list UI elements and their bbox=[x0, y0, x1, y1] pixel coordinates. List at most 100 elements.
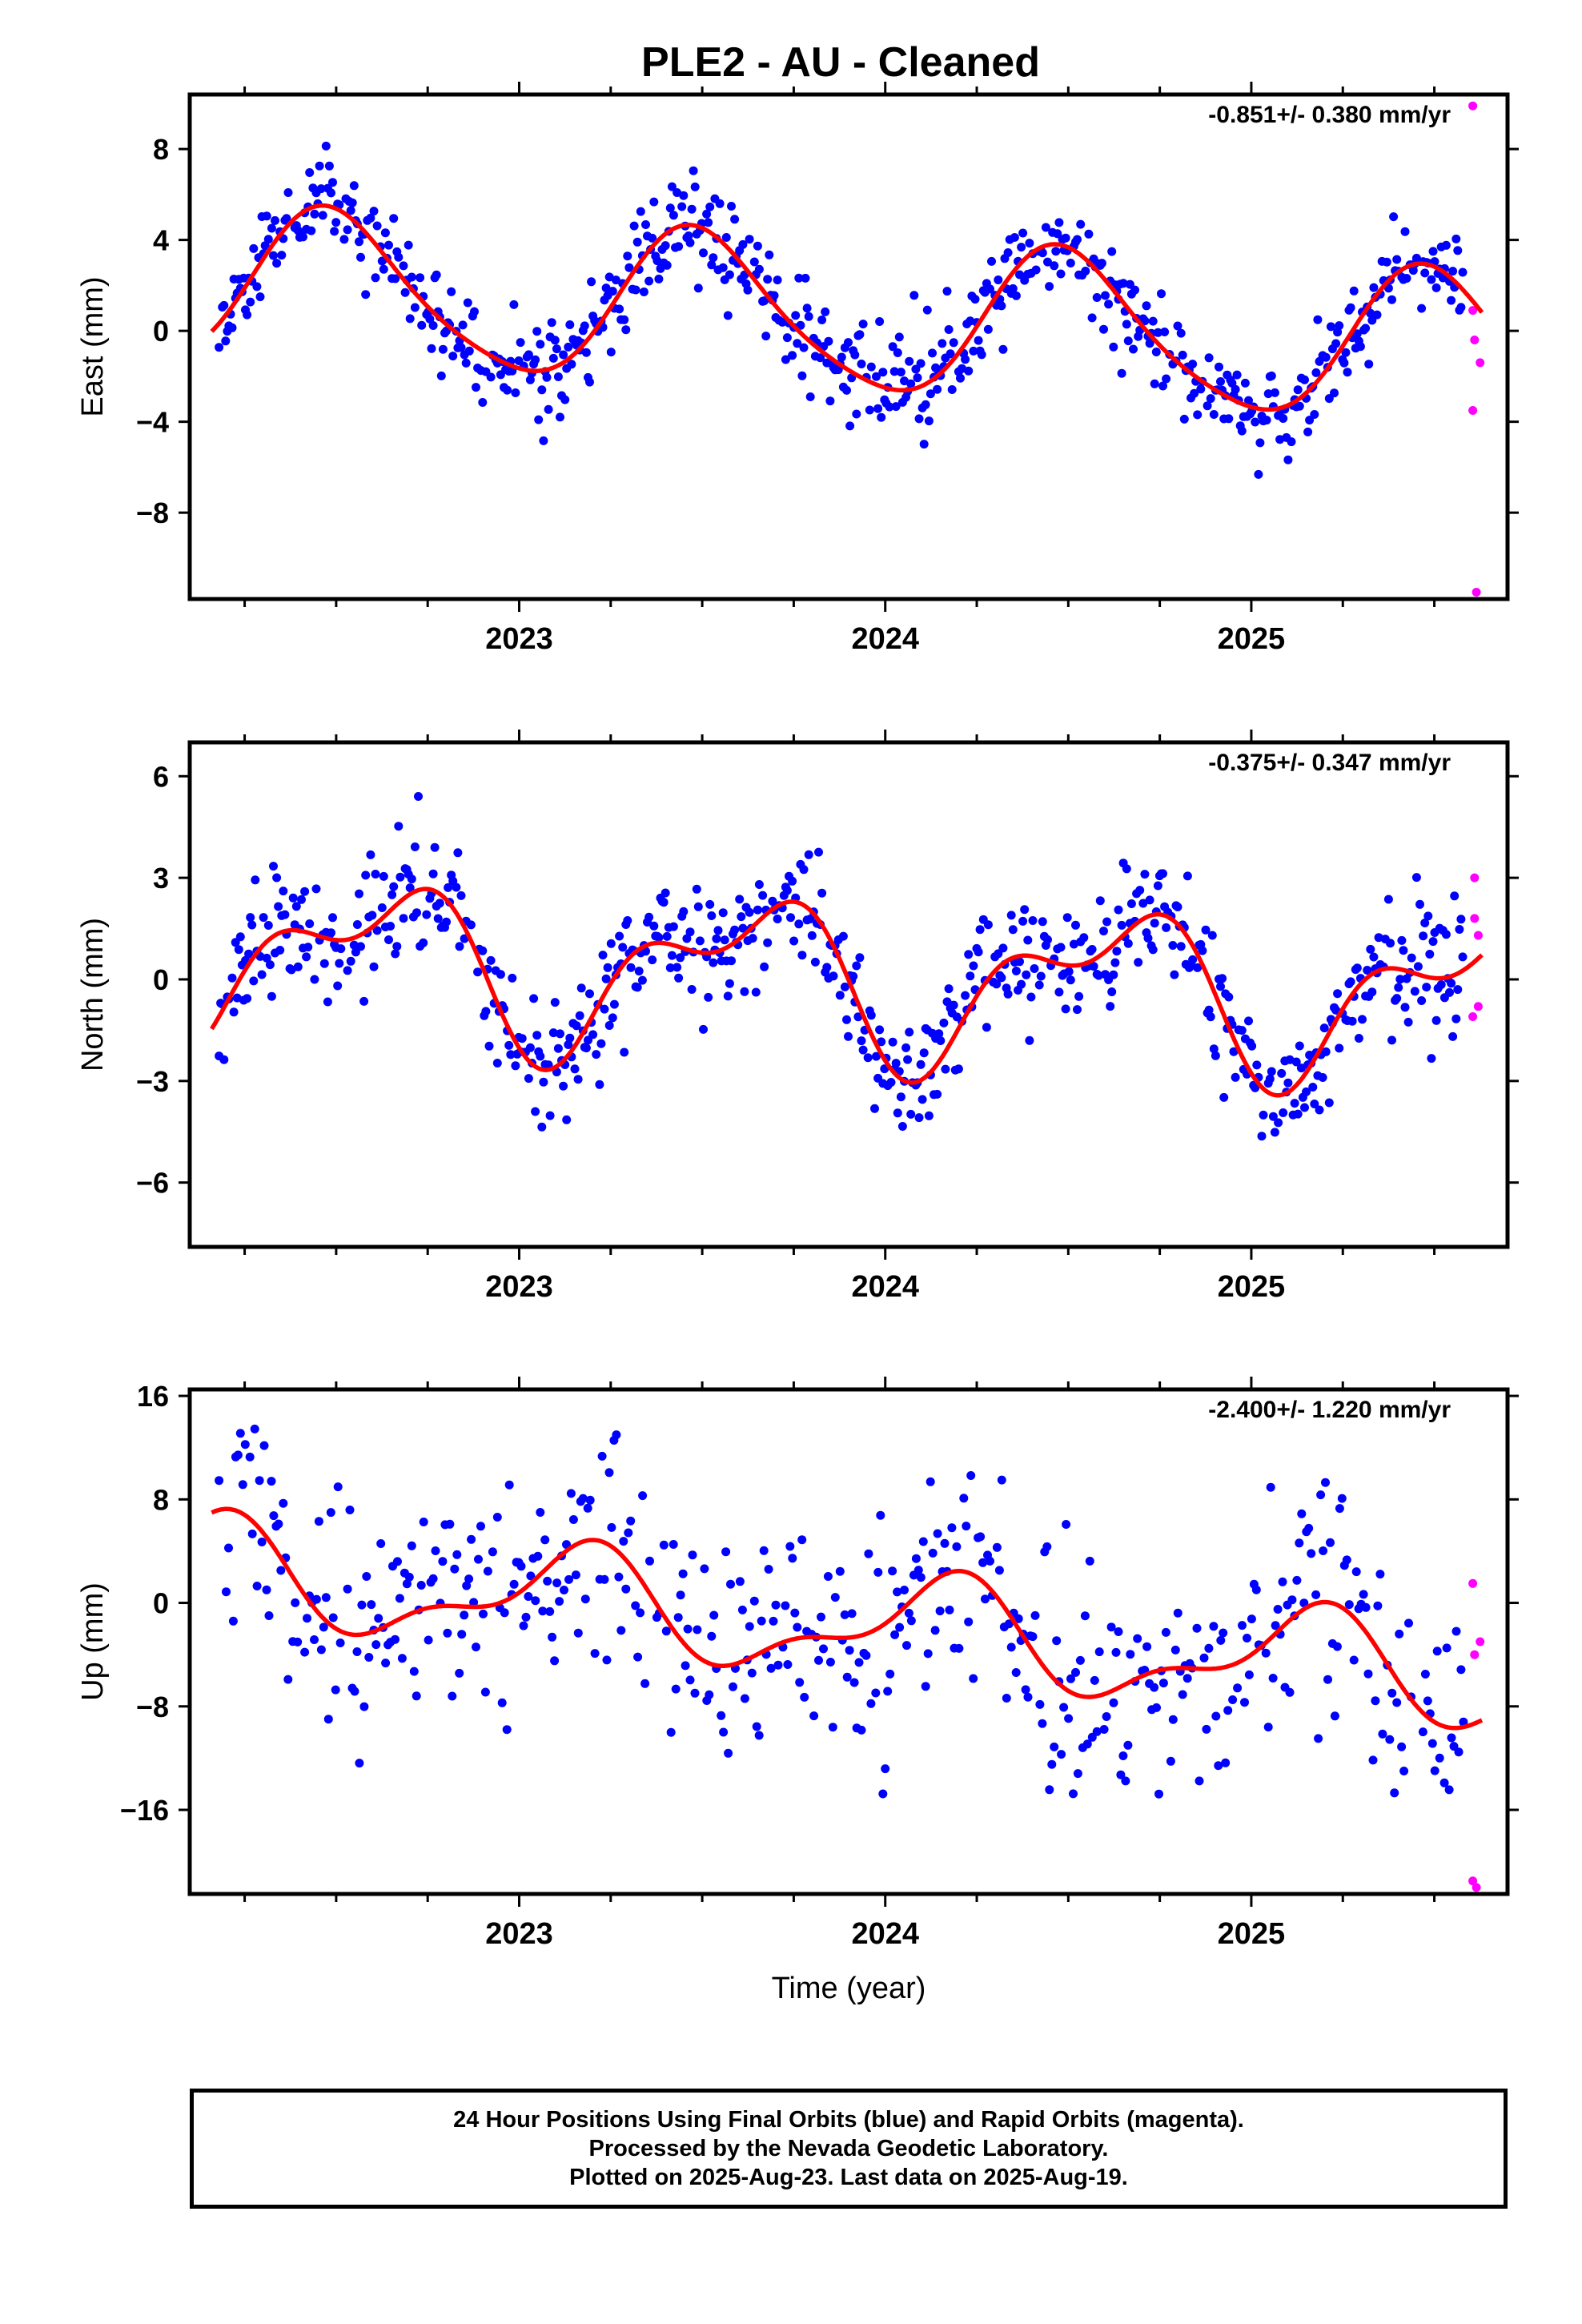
final-orbit-point bbox=[333, 1482, 343, 1492]
final-orbit-point bbox=[685, 927, 695, 937]
final-orbit-point bbox=[969, 1674, 978, 1683]
final-orbit-point bbox=[1095, 896, 1105, 906]
final-orbit-point bbox=[852, 409, 861, 419]
final-orbit-point bbox=[492, 1059, 502, 1068]
final-orbit-point bbox=[849, 971, 858, 981]
final-orbit-point bbox=[379, 264, 388, 274]
final-orbit-point bbox=[864, 1549, 873, 1558]
final-orbit-point bbox=[873, 1567, 883, 1577]
final-orbit-point bbox=[875, 317, 885, 326]
final-orbit-point bbox=[576, 983, 586, 993]
final-orbit-point bbox=[402, 1579, 412, 1589]
final-orbit-point bbox=[372, 926, 382, 935]
final-orbit-point bbox=[321, 1593, 331, 1602]
final-orbit-point bbox=[601, 974, 611, 983]
final-orbit-point bbox=[531, 355, 540, 364]
final-orbit-point bbox=[321, 141, 331, 151]
y-tick-label: 4 bbox=[153, 224, 169, 257]
final-orbit-point bbox=[463, 298, 472, 308]
final-orbit-point bbox=[944, 984, 954, 994]
final-orbit-point bbox=[626, 963, 636, 972]
final-orbit-point bbox=[786, 913, 795, 923]
final-orbit-point bbox=[565, 320, 575, 329]
final-orbit-point bbox=[764, 1565, 773, 1574]
final-orbit-point bbox=[269, 862, 278, 871]
final-orbit-point bbox=[1297, 1509, 1307, 1518]
final-orbit-point bbox=[1121, 1776, 1130, 1786]
final-orbit-point bbox=[330, 227, 339, 236]
final-orbit-point bbox=[1274, 1118, 1283, 1128]
final-orbit-point bbox=[394, 252, 404, 262]
final-orbit-point bbox=[1223, 1706, 1233, 1715]
final-orbit-point bbox=[1431, 1015, 1441, 1025]
final-orbit-point bbox=[1122, 864, 1131, 874]
final-orbit-point bbox=[1316, 1490, 1326, 1500]
y-tick-label: −8 bbox=[136, 497, 169, 529]
final-orbit-points bbox=[215, 792, 1468, 1141]
final-orbit-point bbox=[1190, 388, 1199, 398]
final-orbit-point bbox=[1283, 455, 1293, 464]
final-orbit-point bbox=[1166, 1756, 1175, 1766]
final-orbit-points bbox=[215, 141, 1468, 479]
final-orbit-point bbox=[807, 931, 817, 940]
final-orbit-point bbox=[1054, 218, 1064, 227]
final-orbit-point bbox=[509, 1579, 519, 1589]
final-orbit-point bbox=[771, 1600, 781, 1610]
final-orbit-point bbox=[801, 273, 810, 283]
final-orbit-point bbox=[219, 300, 229, 310]
final-orbit-point bbox=[407, 272, 416, 282]
final-orbit-point bbox=[946, 349, 955, 359]
footer-line-3: Plotted on 2025-Aug-23. Last data on 202… bbox=[569, 2165, 1128, 2190]
final-orbit-point bbox=[921, 400, 930, 409]
final-orbit-point bbox=[1204, 353, 1214, 363]
final-orbit-point bbox=[906, 1616, 916, 1626]
final-orbit-point bbox=[1402, 274, 1411, 283]
final-orbit-point bbox=[492, 1513, 502, 1522]
final-orbit-point bbox=[1408, 266, 1418, 275]
final-orbit-point bbox=[1209, 410, 1219, 419]
final-orbit-point bbox=[352, 1647, 362, 1656]
final-orbit-point bbox=[1395, 975, 1405, 984]
final-orbit-point bbox=[707, 260, 717, 270]
final-orbit-point bbox=[621, 325, 631, 335]
final-orbit-point bbox=[361, 870, 371, 880]
final-orbit-point bbox=[1452, 1014, 1461, 1023]
final-orbit-point bbox=[1102, 917, 1112, 927]
final-orbit-point bbox=[924, 416, 934, 426]
final-orbit-point bbox=[740, 987, 749, 996]
final-orbit-point bbox=[359, 1702, 369, 1711]
final-orbit-point bbox=[817, 1612, 825, 1622]
final-orbit-point bbox=[845, 1646, 854, 1655]
final-orbit-point bbox=[1361, 1602, 1371, 1612]
final-orbit-point bbox=[738, 239, 748, 249]
final-orbit-point bbox=[219, 1055, 229, 1064]
final-orbit-point bbox=[730, 215, 740, 224]
final-orbit-point bbox=[511, 388, 520, 397]
final-orbit-point bbox=[247, 920, 257, 930]
final-orbit-point bbox=[559, 1081, 568, 1091]
final-orbit-point bbox=[1237, 1026, 1247, 1035]
final-orbit-point bbox=[1150, 379, 1159, 388]
final-orbit-point bbox=[1073, 1769, 1082, 1779]
final-orbit-point bbox=[1363, 966, 1372, 975]
final-orbit-point bbox=[1263, 389, 1273, 399]
final-orbit-point bbox=[1178, 350, 1187, 360]
final-orbit-point bbox=[629, 221, 639, 231]
final-orbit-point bbox=[891, 402, 901, 412]
final-orbit-point bbox=[648, 233, 657, 243]
final-orbit-point bbox=[1010, 233, 1019, 242]
final-orbit-point bbox=[1389, 212, 1399, 222]
final-orbit-point bbox=[614, 1572, 624, 1582]
final-orbit-point bbox=[277, 251, 287, 260]
final-orbit-point bbox=[954, 1643, 964, 1653]
final-orbit-point bbox=[842, 1015, 851, 1024]
final-orbit-point bbox=[369, 207, 379, 216]
final-orbit-point bbox=[1392, 255, 1402, 264]
final-orbit-point bbox=[682, 934, 692, 943]
final-orbit-point bbox=[1427, 1739, 1437, 1748]
final-orbit-point bbox=[1170, 1645, 1180, 1655]
final-orbit-point bbox=[1279, 1108, 1288, 1117]
final-orbit-point bbox=[455, 942, 464, 951]
final-orbit-point bbox=[602, 1655, 612, 1665]
